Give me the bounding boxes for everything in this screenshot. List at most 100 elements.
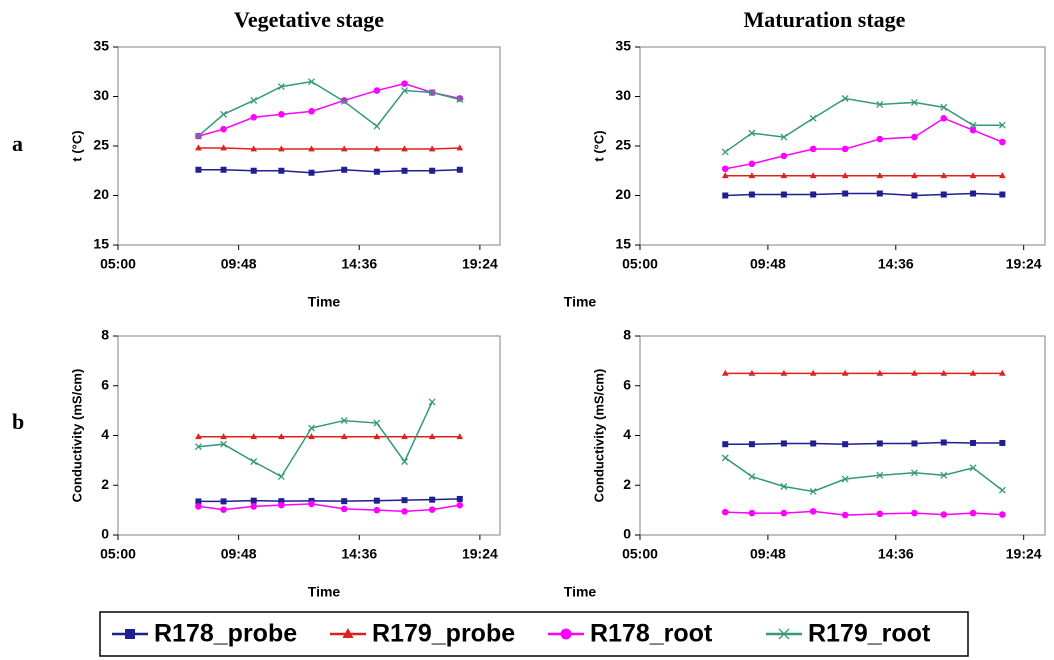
series-line xyxy=(724,97,1003,153)
marker xyxy=(373,506,381,514)
marker xyxy=(969,464,977,472)
series-line xyxy=(725,441,1003,445)
marker xyxy=(876,100,884,108)
marker xyxy=(911,172,918,179)
marker xyxy=(998,121,1006,129)
marker xyxy=(999,191,1006,198)
series-line xyxy=(725,510,1003,516)
y-tick-label: 4 xyxy=(101,426,109,442)
marker xyxy=(341,498,348,505)
marker xyxy=(748,473,756,481)
panel-label: b xyxy=(12,409,24,434)
marker xyxy=(429,496,436,503)
marker xyxy=(220,144,227,151)
legend-marker xyxy=(560,628,572,640)
marker xyxy=(780,191,787,198)
marker xyxy=(999,172,1006,179)
marker xyxy=(250,167,257,174)
marker xyxy=(401,87,408,95)
series-line xyxy=(725,117,1003,170)
marker xyxy=(220,166,227,173)
marker xyxy=(195,433,202,440)
y-axis-label: Conductivity (mS/cm) xyxy=(69,369,84,503)
marker xyxy=(841,475,849,483)
marker xyxy=(194,132,202,140)
marker xyxy=(721,172,729,179)
marker xyxy=(220,433,227,440)
y-tick-label: 20 xyxy=(93,186,109,202)
x-tick-label: 19:24 xyxy=(462,546,498,562)
y-tick-label: 8 xyxy=(623,327,631,343)
marker xyxy=(969,509,977,517)
marker xyxy=(340,417,348,425)
x-axis-label: Time xyxy=(564,294,597,310)
marker xyxy=(220,110,228,118)
marker xyxy=(341,166,348,173)
marker xyxy=(308,169,315,176)
series-line xyxy=(197,80,460,137)
marker xyxy=(373,497,380,504)
marker xyxy=(780,440,787,447)
marker xyxy=(940,369,948,376)
marker xyxy=(401,497,408,504)
y-tick-label: 6 xyxy=(101,376,109,392)
marker xyxy=(456,495,463,502)
marker xyxy=(278,167,285,174)
y-tick-label: 30 xyxy=(93,87,109,103)
marker xyxy=(911,509,918,517)
marker xyxy=(456,144,464,151)
marker xyxy=(373,433,381,440)
marker xyxy=(780,509,788,517)
plot-area xyxy=(639,335,1046,536)
series-line xyxy=(725,192,1003,197)
marker xyxy=(721,148,729,156)
marker xyxy=(748,369,756,376)
marker xyxy=(278,433,285,440)
marker xyxy=(195,498,202,505)
marker xyxy=(721,508,729,516)
y-tick-label: 20 xyxy=(615,186,631,202)
marker xyxy=(748,160,756,168)
x-tick-label: 09:48 xyxy=(750,256,786,272)
marker xyxy=(999,138,1006,146)
marker xyxy=(809,172,817,179)
x-tick-label: 05:00 xyxy=(622,546,658,562)
series-line xyxy=(724,457,1003,493)
marker xyxy=(841,172,849,179)
marker xyxy=(278,145,285,152)
marker xyxy=(721,454,729,462)
series-line xyxy=(198,82,460,137)
y-axis-label: Conductivity (mS/cm) xyxy=(591,369,606,503)
marker xyxy=(910,469,918,477)
marker xyxy=(250,97,258,104)
y-tick-label: 6 xyxy=(623,376,631,392)
legend-label: R179_probe xyxy=(372,620,515,648)
marker xyxy=(373,87,381,94)
legend-label: R178_root xyxy=(590,620,713,648)
marker xyxy=(308,78,315,86)
legend-box xyxy=(99,611,969,657)
marker xyxy=(969,126,977,134)
marker xyxy=(876,369,884,376)
x-tick-label: 14:36 xyxy=(341,256,377,272)
x-tick-label: 09:48 xyxy=(221,256,257,272)
marker xyxy=(748,172,756,179)
y-tick-label: 8 xyxy=(101,327,109,343)
marker xyxy=(195,144,202,151)
x-tick-label: 05:00 xyxy=(622,256,658,272)
marker xyxy=(841,145,849,153)
marker xyxy=(428,398,436,406)
marker xyxy=(970,439,977,446)
y-tick-label: 4 xyxy=(623,426,631,442)
marker xyxy=(340,97,348,105)
x-axis-label: Time xyxy=(308,584,341,600)
marker xyxy=(250,433,258,440)
x-tick-label: 14:36 xyxy=(878,546,914,562)
y-axis-label: t (°C) xyxy=(591,130,606,161)
marker xyxy=(911,133,918,141)
marker xyxy=(842,190,849,197)
marker xyxy=(876,190,883,197)
x-axis-label: Time xyxy=(308,294,341,310)
marker xyxy=(277,473,285,481)
marker xyxy=(456,95,464,102)
